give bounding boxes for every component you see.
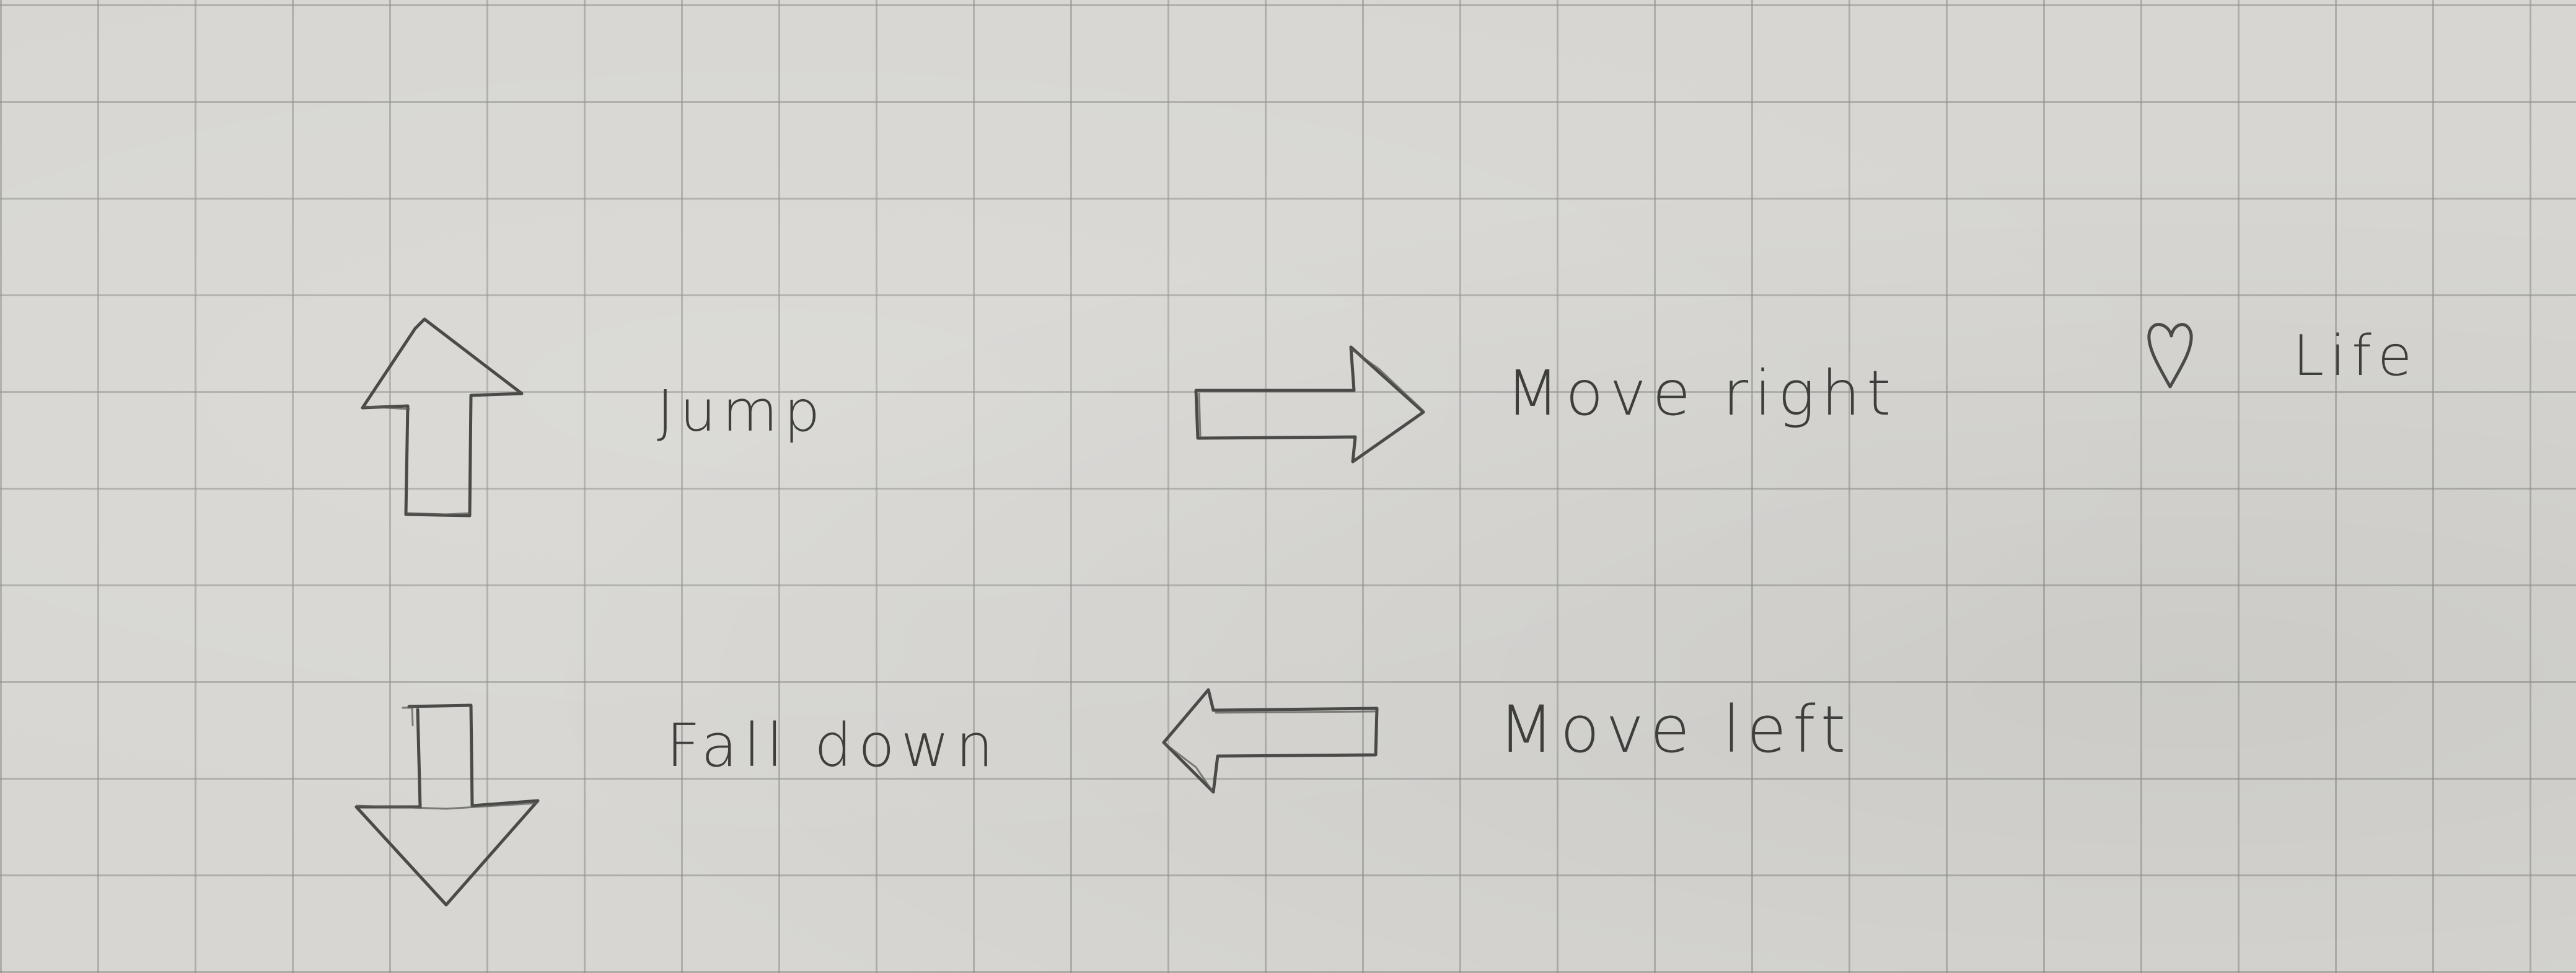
heart-icon: [2145, 317, 2195, 392]
down-arrow-icon: [353, 700, 545, 911]
left-arrow-icon: [1159, 687, 1382, 798]
jump-label: Jump: [657, 378, 827, 444]
fall-down-label: Fall down: [666, 711, 1000, 780]
move-right-label: Move right: [1506, 357, 1897, 429]
up-arrow-icon: [353, 316, 527, 521]
move-left-label: Move left: [1498, 692, 1852, 767]
life-label: Life: [2293, 324, 2419, 389]
right-arrow-icon: [1193, 344, 1428, 468]
